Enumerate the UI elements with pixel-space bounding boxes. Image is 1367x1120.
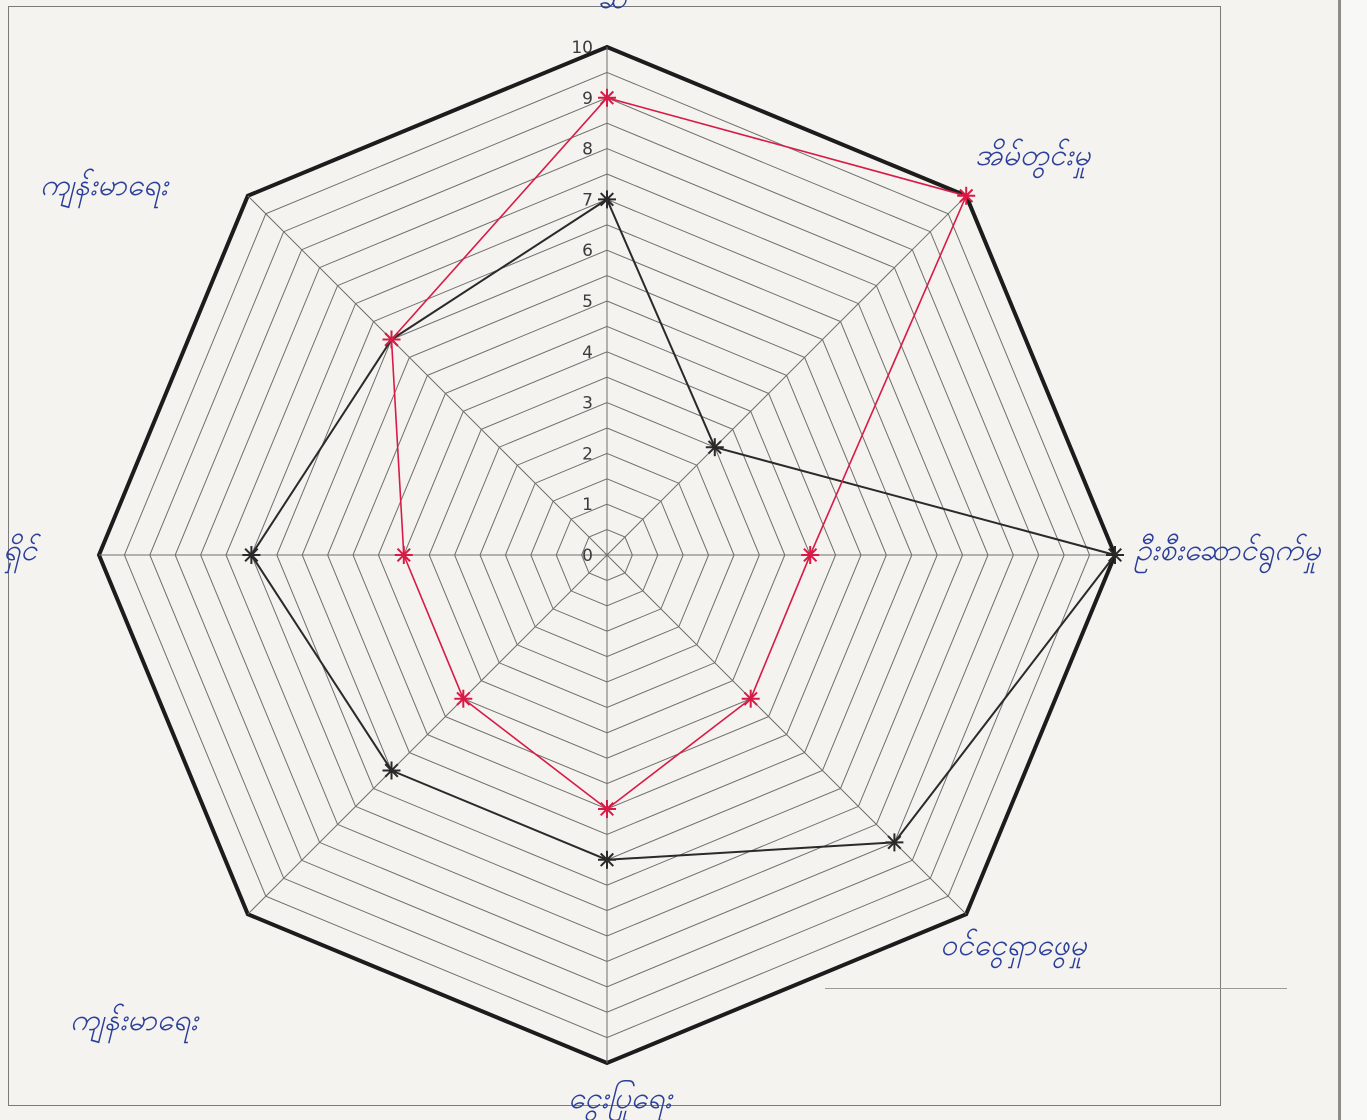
category-label: ဦးစီးဆောင်ရွက်မှု: [1134, 533, 1321, 574]
category-label: ကျန်းမာရေး: [70, 1003, 200, 1044]
page-edge: [1338, 0, 1341, 1120]
tick-label: 9: [582, 89, 593, 109]
category-label: ရှိင်: [3, 533, 42, 574]
radar-series: [242, 88, 1124, 869]
plot-frame: [8, 6, 1221, 1106]
series-1-point: [598, 190, 616, 209]
radar-spoke: [606, 554, 967, 915]
series-2-point: [394, 546, 413, 564]
category-label: ငွေးပြုရေး: [568, 1080, 674, 1120]
series-1-point: [705, 438, 724, 457]
tick-label: 0: [582, 546, 593, 566]
series-line-2: [390, 97, 968, 810]
series-1-point: [885, 833, 904, 852]
tick-label: 8: [582, 140, 593, 160]
tick-label: 4: [582, 343, 593, 363]
radar-tick-labels: 0 1 2 3 4 5 6 7 8 9 10: [571, 38, 593, 566]
category-label: အိမ်တွင်းမှု: [975, 138, 1091, 179]
tick-label: 1: [582, 495, 593, 515]
series-1-point: [598, 850, 616, 869]
category-label: ဆ: [597, 0, 627, 16]
series-2-point: [598, 800, 616, 818]
radar-spoke: [247, 554, 608, 915]
series-1-point: [382, 761, 401, 780]
series-2-point: [454, 689, 473, 708]
series-2-point: [957, 186, 976, 205]
series-1-point: [242, 546, 261, 564]
series-2-point: [741, 689, 760, 708]
tick-label: 6: [582, 241, 593, 261]
radar-category-labels: ဆအိမ်တွင်းမှုဦးစီးဆောင်ရွက်မှုဝင်ငွေရှာဖ…: [3, 0, 1321, 1120]
category-label: ဝင်ငွေရှာဖွေမှု: [940, 928, 1087, 969]
stray-pen-line: [825, 988, 1287, 989]
series-line-1: [250, 198, 1116, 861]
series-1-point: [1106, 546, 1124, 564]
tick-label: 7: [582, 190, 593, 210]
tick-label: 2: [582, 444, 593, 464]
adjacent-page-strip: [1341, 0, 1367, 1120]
tick-label: 3: [582, 394, 593, 414]
tick-label: 5: [582, 292, 593, 312]
radar-spoke: [606, 195, 967, 556]
tick-label: 10: [571, 38, 593, 58]
radar-spoke: [247, 195, 608, 556]
series-2-point: [801, 546, 820, 564]
series-2-point: [598, 88, 616, 107]
series-2-point: [382, 330, 401, 349]
category-label: ကျန်းမာရေး: [40, 168, 170, 209]
